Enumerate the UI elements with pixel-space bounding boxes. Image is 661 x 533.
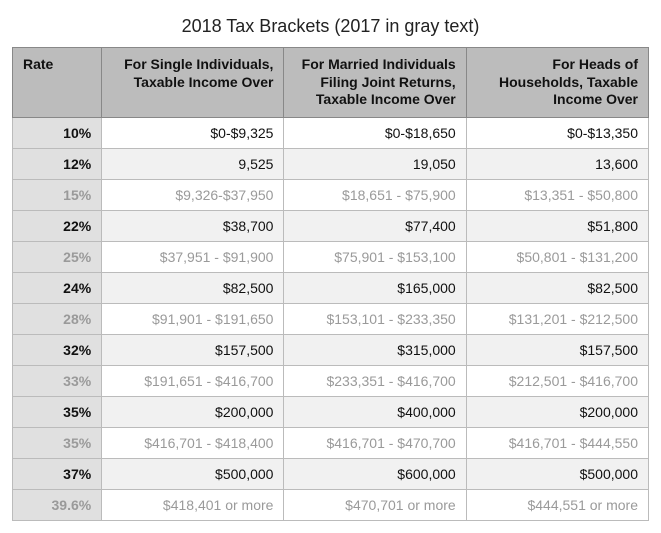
table-row: 33%$191,651 - $416,700$233,351 - $416,70… bbox=[13, 365, 649, 396]
single-cell: $191,651 - $416,700 bbox=[102, 365, 284, 396]
table-header-row: Rate For Single Individuals, Taxable Inc… bbox=[13, 48, 649, 118]
single-cell: $82,500 bbox=[102, 272, 284, 303]
married-cell: 19,050 bbox=[284, 148, 466, 179]
rate-cell: 28% bbox=[13, 303, 102, 334]
table-row: 37%$500,000$600,000$500,000 bbox=[13, 458, 649, 489]
hoh-cell: $157,500 bbox=[466, 334, 648, 365]
rate-cell: 39.6% bbox=[13, 489, 102, 520]
table-row: 15%$9,326-$37,950$18,651 - $75,900$13,35… bbox=[13, 179, 649, 210]
married-cell: $75,901 - $153,100 bbox=[284, 241, 466, 272]
rate-cell: 10% bbox=[13, 117, 102, 148]
single-cell: $200,000 bbox=[102, 396, 284, 427]
table-row: 35%$416,701 - $418,400$416,701 - $470,70… bbox=[13, 427, 649, 458]
table-row: 28%$91,901 - $191,650$153,101 - $233,350… bbox=[13, 303, 649, 334]
married-cell: $233,351 - $416,700 bbox=[284, 365, 466, 396]
table-row: 24%$82,500$165,000$82,500 bbox=[13, 272, 649, 303]
single-cell: $157,500 bbox=[102, 334, 284, 365]
single-cell: $418,401 or more bbox=[102, 489, 284, 520]
table-row: 39.6%$418,401 or more$470,701 or more$44… bbox=[13, 489, 649, 520]
table-row: 32%$157,500$315,000$157,500 bbox=[13, 334, 649, 365]
hoh-cell: $416,701 - $444,550 bbox=[466, 427, 648, 458]
col-header-married: For Married Individuals Filing Joint Ret… bbox=[284, 48, 466, 118]
col-header-rate: Rate bbox=[13, 48, 102, 118]
hoh-cell: $50,801 - $131,200 bbox=[466, 241, 648, 272]
rate-cell: 25% bbox=[13, 241, 102, 272]
hoh-cell: $500,000 bbox=[466, 458, 648, 489]
married-cell: $165,000 bbox=[284, 272, 466, 303]
single-cell: 9,525 bbox=[102, 148, 284, 179]
hoh-cell: $51,800 bbox=[466, 210, 648, 241]
table-row: 10%$0-$9,325$0-$18,650$0-$13,350 bbox=[13, 117, 649, 148]
married-cell: $600,000 bbox=[284, 458, 466, 489]
rate-cell: 35% bbox=[13, 427, 102, 458]
married-cell: $470,701 or more bbox=[284, 489, 466, 520]
table-row: 25%$37,951 - $91,900$75,901 - $153,100$5… bbox=[13, 241, 649, 272]
hoh-cell: 13,600 bbox=[466, 148, 648, 179]
married-cell: $77,400 bbox=[284, 210, 466, 241]
married-cell: $315,000 bbox=[284, 334, 466, 365]
col-header-single: For Single Individuals, Taxable Income O… bbox=[102, 48, 284, 118]
single-cell: $37,951 - $91,900 bbox=[102, 241, 284, 272]
hoh-cell: $82,500 bbox=[466, 272, 648, 303]
hoh-cell: $212,501 - $416,700 bbox=[466, 365, 648, 396]
col-header-hoh: For Heads of Households, Taxable Income … bbox=[466, 48, 648, 118]
rate-cell: 15% bbox=[13, 179, 102, 210]
married-cell: $153,101 - $233,350 bbox=[284, 303, 466, 334]
married-cell: $416,701 - $470,700 bbox=[284, 427, 466, 458]
table-body: 10%$0-$9,325$0-$18,650$0-$13,35012%9,525… bbox=[13, 117, 649, 520]
single-cell: $500,000 bbox=[102, 458, 284, 489]
hoh-cell: $200,000 bbox=[466, 396, 648, 427]
rate-cell: 22% bbox=[13, 210, 102, 241]
single-cell: $38,700 bbox=[102, 210, 284, 241]
single-cell: $416,701 - $418,400 bbox=[102, 427, 284, 458]
rate-cell: 33% bbox=[13, 365, 102, 396]
table-row: 12%9,52519,05013,600 bbox=[13, 148, 649, 179]
hoh-cell: $0-$13,350 bbox=[466, 117, 648, 148]
rate-cell: 32% bbox=[13, 334, 102, 365]
single-cell: $0-$9,325 bbox=[102, 117, 284, 148]
table-row: 35%$200,000$400,000$200,000 bbox=[13, 396, 649, 427]
hoh-cell: $13,351 - $50,800 bbox=[466, 179, 648, 210]
married-cell: $400,000 bbox=[284, 396, 466, 427]
rate-cell: 12% bbox=[13, 148, 102, 179]
page-title: 2018 Tax Brackets (2017 in gray text) bbox=[12, 16, 649, 37]
rate-cell: 35% bbox=[13, 396, 102, 427]
table-row: 22%$38,700$77,400$51,800 bbox=[13, 210, 649, 241]
tax-brackets-table: Rate For Single Individuals, Taxable Inc… bbox=[12, 47, 649, 521]
single-cell: $91,901 - $191,650 bbox=[102, 303, 284, 334]
married-cell: $18,651 - $75,900 bbox=[284, 179, 466, 210]
rate-cell: 24% bbox=[13, 272, 102, 303]
single-cell: $9,326-$37,950 bbox=[102, 179, 284, 210]
hoh-cell: $131,201 - $212,500 bbox=[466, 303, 648, 334]
rate-cell: 37% bbox=[13, 458, 102, 489]
married-cell: $0-$18,650 bbox=[284, 117, 466, 148]
hoh-cell: $444,551 or more bbox=[466, 489, 648, 520]
